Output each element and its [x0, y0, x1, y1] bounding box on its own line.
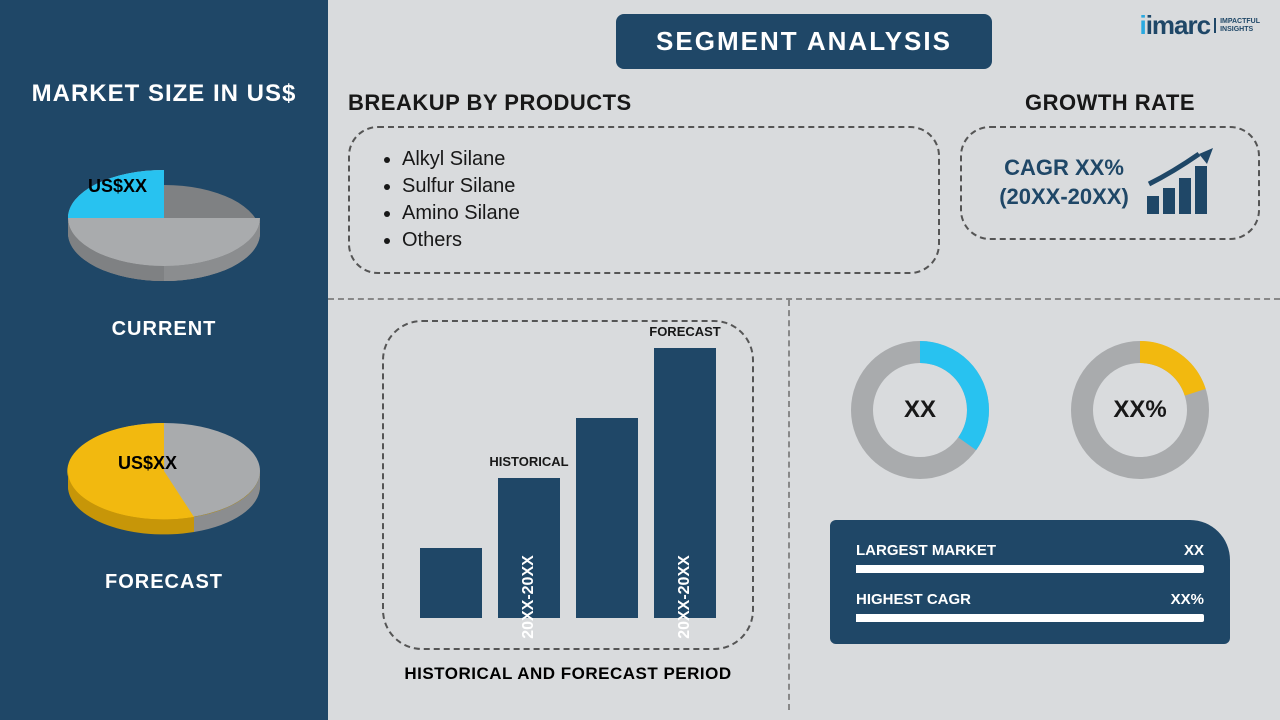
donut-1-value: XX — [904, 396, 936, 424]
bar-1 — [420, 548, 482, 618]
bar-3 — [576, 418, 638, 618]
breakup-section: BREAKUP BY PRODUCTS Alkyl Silane Sulfur … — [348, 90, 940, 274]
pie-current-svg — [44, 138, 284, 308]
pie-forecast-value: US$XX — [118, 453, 177, 474]
bar-2: HISTORICAL 20XX-20XX — [498, 478, 560, 618]
pie-forecast: US$XX — [44, 391, 284, 561]
growth-box: CAGR XX% (20XX-20XX) — [960, 126, 1260, 240]
metric-label: HIGHEST CAGR — [856, 591, 971, 608]
left-panel: MARKET SIZE IN US$ US$XX CURRENT US$XX F… — [0, 0, 328, 720]
bar-4-vert-label: 20XX-20XX — [676, 555, 694, 639]
pie-forecast-svg — [44, 391, 284, 561]
metric-bar-fill — [856, 614, 1127, 622]
breakup-item: Others — [402, 229, 910, 252]
bar-2-vert-label: 20XX-20XX — [520, 555, 538, 639]
breakup-item: Amino Silane — [402, 202, 910, 225]
metric-bar-track — [856, 565, 1204, 573]
metrics-card: LARGEST MARKET XX HIGHEST CAGR XX% — [830, 520, 1230, 644]
logo-tagline: IMPACTFUL INSIGHTS — [1214, 18, 1260, 33]
top-row: BREAKUP BY PRODUCTS Alkyl Silane Sulfur … — [348, 90, 1260, 274]
metric-row-largest: LARGEST MARKET XX — [856, 542, 1204, 573]
logo-text: iimarc — [1139, 10, 1210, 41]
metrics-section: XX XX% LARGEST MARKET XX — [790, 300, 1260, 710]
pie-current-value: US$XX — [88, 176, 147, 197]
pie-current: US$XX — [44, 138, 284, 308]
metric-value: XX — [1184, 542, 1204, 559]
metric-label: LARGEST MARKET — [856, 542, 996, 559]
metric-bar-track — [856, 614, 1204, 622]
metric-row-cagr: HIGHEST CAGR XX% — [856, 591, 1204, 622]
historical-chart: HISTORICAL 20XX-20XX FORECAST 20XX-20XX — [382, 320, 754, 650]
bar-2-top-label: HISTORICAL — [489, 454, 568, 469]
breakup-box: Alkyl Silane Sulfur Silane Amino Silane … — [348, 126, 940, 274]
cagr-text: CAGR XX% (20XX-20XX) — [999, 154, 1129, 211]
growth-title: GROWTH RATE — [960, 90, 1260, 116]
bottom-row: HISTORICAL 20XX-20XX FORECAST 20XX-20XX … — [348, 300, 1260, 710]
growth-section: GROWTH RATE CAGR XX% (20XX-20XX) — [960, 90, 1260, 274]
right-panel: SEGMENT ANALYSIS iimarc IMPACTFUL INSIGH… — [328, 0, 1280, 720]
market-size-title: MARKET SIZE IN US$ — [32, 80, 297, 108]
bar-4: FORECAST 20XX-20XX — [654, 348, 716, 618]
pie-current-caption: CURRENT — [112, 318, 217, 341]
header: SEGMENT ANALYSIS iimarc IMPACTFUL INSIGH… — [348, 10, 1260, 70]
breakup-item: Alkyl Silane — [402, 148, 910, 171]
historical-section: HISTORICAL 20XX-20XX FORECAST 20XX-20XX … — [348, 300, 788, 710]
growth-chart-icon — [1143, 148, 1221, 218]
pie-forecast-caption: FORECAST — [105, 571, 223, 594]
donut-2: XX% — [1060, 330, 1220, 490]
donut-1: XX — [840, 330, 1000, 490]
donut-2-value: XX% — [1113, 396, 1166, 424]
donuts-row: XX XX% — [830, 330, 1230, 490]
bar-4-top-label: FORECAST — [649, 324, 721, 339]
metric-value: XX% — [1171, 591, 1204, 608]
metric-bar-fill — [856, 565, 1141, 573]
breakup-item: Sulfur Silane — [402, 175, 910, 198]
breakup-title: BREAKUP BY PRODUCTS — [348, 90, 940, 116]
historical-caption: HISTORICAL AND FORECAST PERIOD — [404, 664, 731, 684]
page-title: SEGMENT ANALYSIS — [616, 14, 992, 69]
brand-logo: iimarc IMPACTFUL INSIGHTS — [1139, 10, 1260, 41]
